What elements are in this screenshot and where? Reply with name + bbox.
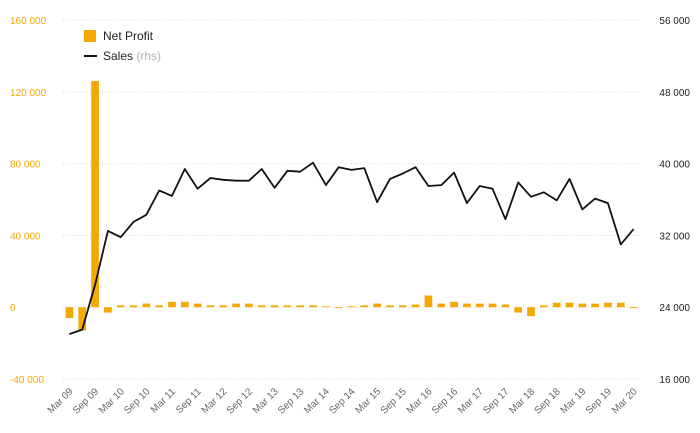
legend-suffix: (rhs) (133, 49, 161, 63)
sales-line (69, 161, 635, 335)
x-tick-label: Sep 10 (122, 386, 152, 416)
net-profit-bar (270, 305, 279, 308)
x-tick-label: Mar 15 (353, 386, 383, 416)
net-profit-bar (206, 305, 215, 308)
x-tick-label: Mar 13 (251, 386, 281, 416)
net-profit-bars (65, 81, 638, 331)
left-tick-label: 0 (10, 303, 16, 314)
net-profit-bar (565, 302, 574, 308)
right-tick-label: 16 000 (659, 375, 690, 386)
net-profit-bar (219, 305, 228, 308)
net-profit-bar (168, 301, 176, 308)
net-profit-bar (578, 303, 587, 308)
x-tick-label: Mar 09 (46, 386, 76, 416)
net-profit-bar (475, 303, 484, 308)
legend-swatch-bar (84, 30, 96, 42)
net-profit-bar (360, 305, 369, 308)
net-profit-bar (257, 305, 266, 308)
x-tick-label: Sep 18 (533, 386, 563, 416)
net-profit-bar (155, 305, 164, 308)
x-tick-label: Sep 14 (327, 386, 357, 416)
x-tick-label: Sep 17 (481, 386, 511, 416)
net-profit-bar (129, 305, 138, 308)
x-tick-label: Mar 18 (507, 386, 537, 416)
net-profit-bar (539, 305, 548, 308)
x-tick-label: Sep 09 (71, 386, 101, 416)
x-tick-label: Mar 17 (456, 386, 486, 416)
net-profit-bar (373, 303, 381, 308)
legend: Net Profit Sales (rhs) (84, 29, 161, 63)
x-tick-label: Mar 12 (200, 386, 230, 416)
net-profit-bar (616, 302, 625, 308)
net-profit-bar (142, 303, 151, 308)
net-profit-bar (488, 303, 497, 308)
x-tick-label: Mar 11 (149, 386, 179, 416)
left-tick-label: 40 000 (10, 231, 41, 242)
net-profit-bar (65, 307, 74, 318)
x-tick-label: Mar 16 (405, 386, 435, 416)
net-profit-bar (629, 307, 638, 309)
net-profit-bar (552, 302, 561, 308)
legend-label: Net Profit (103, 29, 154, 43)
right-tick-label: 40 000 (659, 160, 690, 171)
net-profit-bar (309, 305, 317, 308)
net-profit-bar (437, 303, 446, 308)
right-tick-label: 48 000 (659, 88, 690, 99)
net-profit-bar (411, 304, 420, 308)
right-tick-label: 24 000 (659, 303, 690, 314)
net-profit-bar (527, 307, 535, 317)
x-tick-label: Mar 10 (97, 386, 127, 416)
net-profit-bar (347, 306, 356, 308)
gridlines (63, 19, 640, 380)
net-profit-bar (386, 305, 394, 308)
net-profit-bar (450, 301, 458, 308)
x-tick-label: Sep 13 (276, 386, 306, 416)
net-profit-bar (334, 307, 343, 309)
net-profit-bar (296, 305, 305, 308)
net-profit-bar (283, 305, 292, 308)
net-profit-bar (104, 307, 112, 313)
x-tick-label: Sep 16 (430, 386, 460, 416)
x-tick-label: Sep 11 (174, 386, 204, 416)
x-tick-label: Mar 14 (302, 386, 332, 416)
left-tick-label: 160 000 (10, 16, 47, 27)
net-profit-bar (604, 302, 612, 308)
left-axis: -40 000 0 40 000 80 000 120 000 160 000 (10, 16, 47, 386)
x-tick-label: Mar 19 (559, 386, 589, 416)
left-tick-label: 120 000 (10, 88, 47, 99)
net-profit-bar (398, 305, 407, 308)
net-profit-bar (193, 303, 202, 308)
net-profit-bar (232, 303, 240, 308)
x-tick-label: Mar 20 (610, 386, 640, 416)
net-profit-bar (78, 307, 87, 331)
net-profit-bar (322, 306, 330, 308)
right-tick-label: 32 000 (659, 231, 690, 242)
right-tick-label: 56 000 (659, 16, 690, 27)
net-profit-bar (591, 303, 599, 308)
left-tick-label: 80 000 (10, 160, 41, 171)
left-tick-label: -40 000 (10, 375, 44, 386)
x-tick-label: Sep 12 (225, 386, 255, 416)
net-profit-bar (501, 304, 510, 308)
x-tick-label: Sep 15 (379, 386, 409, 416)
net-profit-bar (91, 81, 99, 308)
net-profit-bar (245, 303, 253, 308)
net-profit-bar (514, 307, 523, 313)
net-profit-bar (180, 301, 189, 308)
x-tick-label: Sep 19 (584, 386, 614, 416)
net-profit-bar (463, 303, 471, 308)
net-profit-bar (116, 305, 125, 308)
legend-label: Sales (rhs) (103, 49, 161, 63)
right-axis: 16 000 24 000 32 000 40 000 48 000 56 000 (659, 16, 690, 386)
net-profit-bar (424, 295, 433, 308)
